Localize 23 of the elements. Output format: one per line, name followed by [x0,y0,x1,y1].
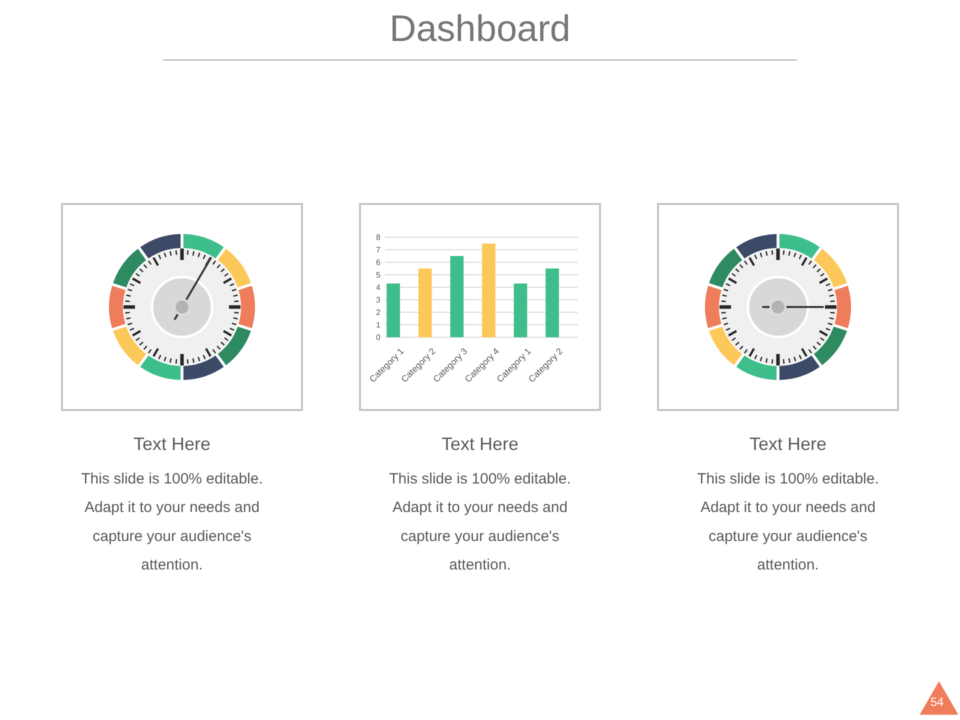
bar [386,284,400,338]
text: 54 [930,695,944,709]
y-tick-label: 1 [376,320,382,330]
bar [546,268,559,338]
y-tick-label: 4 [376,282,382,292]
text: Dashboard [389,8,571,49]
y-tick-label: 0 [376,332,382,342]
bar [482,244,496,338]
y-tick-label: 2 [376,308,382,317]
text: This slide is 100% editable. Adapt it to your needs and capture your audience's attention. [697,470,879,574]
y-tick-label: 8 [376,232,382,242]
bar [514,284,528,338]
y-tick-label: 7 [376,245,382,254]
bar [418,268,432,338]
text: This slide is 100% editable. Adapt it to your needs and capture your audience's attention. [389,470,571,574]
bar [450,256,464,338]
text: Text Here [441,434,519,454]
y-tick-label: 3 [376,295,382,304]
y-tick-label: 5 [376,270,382,280]
text: Text Here [133,434,211,454]
text: This slide is 100% editable. Adapt it to your needs and capture your audience's attention. [81,470,263,574]
text: Text Here [749,434,827,454]
y-tick-label: 6 [376,258,382,267]
